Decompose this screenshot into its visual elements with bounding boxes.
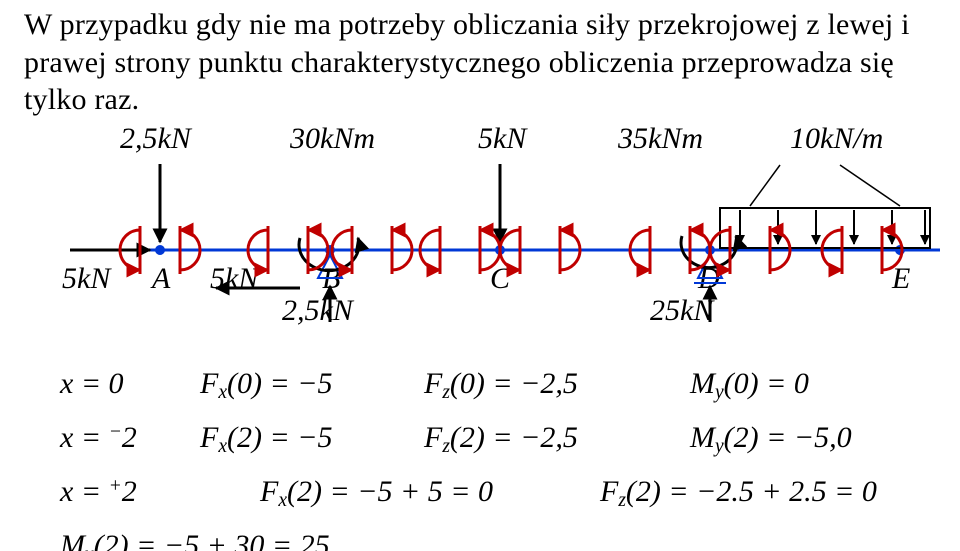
eq-r1c1: x = 0: [60, 360, 200, 408]
eq-r2c2: Fx(2) = −5: [200, 414, 424, 462]
beam-svg: [0, 130, 960, 350]
eq-r2c1: x = −2: [60, 414, 200, 462]
para-line2: prawej strony punktu charakterystycznego…: [24, 46, 894, 79]
para-line1: W przypadku gdy nie ma potrzeby obliczan…: [24, 8, 910, 41]
para-line3: tylko raz.: [24, 83, 139, 116]
equations: x = 0 Fx(0) = −5 Fz(0) = −2,5 My(0) = 0 …: [60, 360, 877, 551]
eq-row-3: x = +2 Fx(2) = −5 + 5 = 0 Fz(2) = −2.5 +…: [60, 468, 877, 516]
beam-diagram: 2,5kN 30kNm 5kN 35kNm 10kN/m 5kN A 5kN B…: [0, 130, 960, 350]
intro-paragraph: W przypadku gdy nie ma potrzeby obliczan…: [24, 6, 910, 119]
eq-r3c2: Fx(2) = −5 + 5 = 0: [260, 468, 600, 516]
eq-r1c2: Fx(0) = −5: [200, 360, 424, 408]
eq-row-4: My(2) = −5 + 30 = 25: [60, 522, 877, 551]
eq-row-2: x = −2 Fx(2) = −5 Fz(2) = −2,5 My(2) = −…: [60, 414, 877, 462]
eq-r4: My(2) = −5 + 30 = 25: [60, 522, 330, 551]
eq-r3c3: Fz(2) = −2.5 + 2.5 = 0: [600, 468, 877, 516]
node-A: [155, 245, 165, 255]
eq-row-1: x = 0 Fx(0) = −5 Fz(0) = −2,5 My(0) = 0: [60, 360, 877, 408]
eq-r1c4: My(0) = 0: [690, 360, 809, 408]
eq-r2c4: My(2) = −5,0: [690, 414, 852, 462]
eq-r1c3: Fz(0) = −2,5: [424, 360, 690, 408]
eq-r2c3: Fz(2) = −2,5: [424, 414, 690, 462]
eq-r3c1: x = +2: [60, 468, 260, 516]
